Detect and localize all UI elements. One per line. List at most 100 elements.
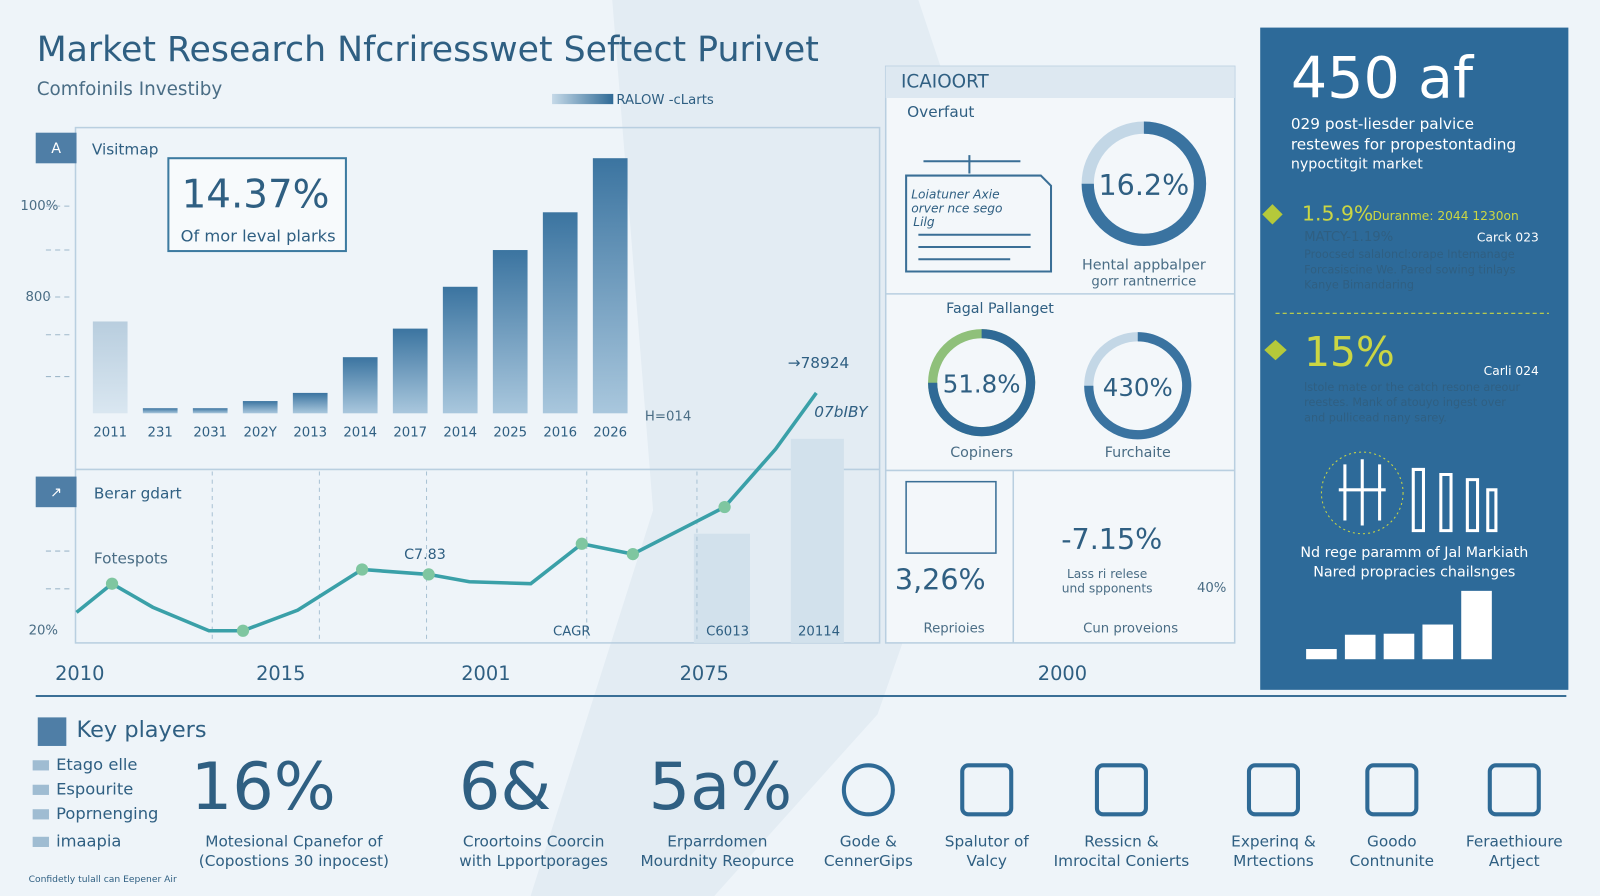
icon: A xyxy=(51,141,61,157)
mini-bar xyxy=(1383,633,1415,660)
side-intro: 029 post-liesder palvice xyxy=(1291,115,1474,133)
section-title: Fagal Pallanget xyxy=(946,301,1054,317)
stat: 3,26% xyxy=(895,563,986,597)
kp-caption: Valcy xyxy=(967,852,1007,870)
section-title: Key players xyxy=(77,717,207,743)
icon-box xyxy=(35,132,77,164)
kp-caption: Ressicn & xyxy=(1084,832,1159,850)
side-body: lstole mate or the catch resone areour xyxy=(1304,381,1520,394)
donut-arc xyxy=(928,329,1036,437)
kp-caption: Croortoins Coorcin xyxy=(463,832,604,850)
kp-caption: Experinq & xyxy=(1231,832,1316,850)
x-tick-label: 231 xyxy=(148,426,173,441)
list-icon xyxy=(32,809,49,820)
kp-icon xyxy=(841,763,895,817)
kp-caption: CennerGips xyxy=(824,852,913,870)
kp-icon xyxy=(1365,763,1419,817)
bar xyxy=(142,408,178,414)
bar xyxy=(292,392,328,414)
side-intro: restewes for propestontading xyxy=(1291,135,1516,153)
line-point xyxy=(236,624,250,637)
panel-title: Visitmap xyxy=(92,141,159,159)
bar xyxy=(542,212,578,414)
line-label: C6013 xyxy=(706,625,749,640)
y-tick-label: 100% xyxy=(20,199,58,214)
x-tick-label: 2014 xyxy=(343,426,377,441)
list-icon xyxy=(32,760,49,771)
callout: 07bIBY xyxy=(814,403,869,421)
donut-label: 430% xyxy=(1103,373,1173,402)
bar xyxy=(242,401,278,414)
x-tick-label: 2014 xyxy=(443,426,477,441)
donut-arc xyxy=(1081,121,1207,246)
report-title: ICAIOORT xyxy=(901,72,990,93)
icon-box xyxy=(37,717,67,746)
sketch-text: Loiatuner Axie xyxy=(911,187,999,201)
report-header xyxy=(885,66,1235,98)
kp-caption: Mrtections xyxy=(1233,852,1314,870)
list-item: Etago elle xyxy=(56,755,137,774)
icon-box xyxy=(35,476,77,508)
side-value: 15% xyxy=(1304,328,1395,376)
side-big: 450 af xyxy=(1291,45,1475,111)
line-label: 20114 xyxy=(798,625,840,640)
kp-caption: Spalutor of xyxy=(945,832,1030,850)
x-tick-label: 2011 xyxy=(93,426,127,441)
x-tick-label: 2001 xyxy=(461,662,510,685)
guides xyxy=(211,471,698,643)
bar xyxy=(392,328,428,414)
x-tick-label: 2025 xyxy=(493,426,527,441)
kp-caption: Motesional Cpanefor of xyxy=(205,832,383,850)
line-point xyxy=(355,563,369,576)
kp-icon xyxy=(960,763,1014,817)
x-tick-label: 2010 xyxy=(55,662,104,685)
x-tick-label: 2015 xyxy=(256,662,305,685)
bar xyxy=(442,286,478,414)
bar xyxy=(492,250,528,414)
kp-stat: 6& xyxy=(459,749,551,825)
side-intro: nypoctitgit market xyxy=(1291,156,1423,172)
side-footer: Nd rege paramm of Jal Markiath xyxy=(1300,545,1528,561)
subtitle: Comfoinils Investiby xyxy=(37,79,223,100)
kp-icon xyxy=(1487,763,1541,817)
stat-icon xyxy=(905,480,997,554)
kp-icon xyxy=(1246,763,1301,817)
stat-box xyxy=(167,157,347,253)
line-point xyxy=(422,568,435,581)
donut-caption: gorr rantnerrice xyxy=(1091,275,1196,290)
kp-caption: Feraethioure xyxy=(1466,832,1563,850)
y-tick-label: 800 xyxy=(26,290,51,305)
side-tag: Carli 024 xyxy=(1484,364,1539,378)
x-tick-label: 202Y xyxy=(244,426,278,441)
kp-caption: with Lpportporages xyxy=(459,852,608,870)
x-tick-label: 2075 xyxy=(680,662,729,685)
side-panel xyxy=(1260,27,1569,690)
bar xyxy=(342,357,378,414)
bar xyxy=(92,321,128,414)
bar xyxy=(192,408,228,414)
side-body: Forcasiscine We. Pared sowing tinlays xyxy=(1304,263,1516,276)
icon: ↗ xyxy=(50,485,62,501)
kp-caption: Erparrdomen xyxy=(667,832,767,850)
bar xyxy=(592,158,628,414)
mini-bar xyxy=(1306,649,1337,660)
donut-arc xyxy=(1084,332,1192,440)
mini-bar xyxy=(1344,634,1376,660)
donut-label: 16.2% xyxy=(1099,168,1190,202)
stat-text: Lass ri relese xyxy=(1067,567,1147,581)
y-tick-label: 20% xyxy=(29,624,58,639)
line-label: CAGR xyxy=(553,625,591,640)
bullet xyxy=(1262,204,1283,225)
x-tick-label: 2016 xyxy=(543,426,577,441)
stat: -7.15% xyxy=(1061,522,1162,556)
line-point xyxy=(626,547,639,561)
kp-caption: Artject xyxy=(1489,852,1540,870)
kp-caption: Gode & xyxy=(840,832,897,850)
tick-dashes xyxy=(45,205,72,590)
donut-caption: Furchaite xyxy=(1105,445,1171,461)
side-label: Duranme: 2044 1230on xyxy=(1372,209,1518,223)
report-subtitle: Overfaut xyxy=(907,103,974,121)
donut-caption: Hental appbalper xyxy=(1082,257,1206,273)
